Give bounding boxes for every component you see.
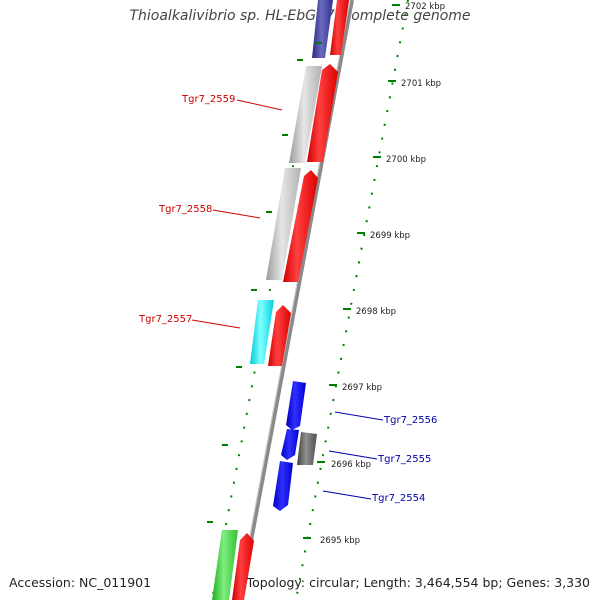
tick-label: 2699 kbp (370, 231, 410, 241)
label-leader (191, 319, 241, 329)
tick-label: 2696 kbp (331, 460, 371, 470)
label-leader (212, 209, 261, 219)
gene-block-green-bottom (212, 530, 238, 600)
forward-gene-top (330, 0, 349, 55)
reverse-gene-2555-dark (297, 432, 317, 465)
tick-label: 2697 kbp (342, 383, 382, 393)
gene-label-2554[interactable]: Tgr7_2554 (371, 493, 425, 504)
label-leader (322, 490, 372, 500)
tick-label: 2702 kbp (405, 2, 445, 12)
forward-gene-2559 (307, 64, 338, 162)
gene-label-2557[interactable]: Tgr7_2557 (138, 314, 192, 325)
reverse-gene-2555 (281, 429, 299, 460)
label-leader (334, 411, 384, 421)
accession-text: Accession: NC_011901 (9, 575, 152, 590)
forward-gene-bottom (232, 533, 254, 600)
gene-label-2559[interactable]: Tgr7_2559 (181, 94, 235, 105)
forward-gene-2558 (283, 170, 318, 282)
gene-label-2558[interactable]: Tgr7_2558 (158, 204, 212, 215)
tick-label: 2698 kbp (356, 307, 396, 317)
reverse-gene-2556 (286, 381, 306, 430)
label-leader (328, 450, 378, 460)
gene-block-2559 (289, 66, 322, 163)
scale-ticks: 2702 kbp 2701 kbp 2700 kbp 2699 kbp 2698… (207, 2, 445, 546)
label-leader (236, 99, 283, 111)
tick-label: 2695 kbp (320, 536, 360, 546)
forward-gene-2557 (268, 305, 291, 366)
genome-backbone (238, 0, 354, 600)
reverse-gene-2554 (273, 461, 293, 511)
gene-block-2558 (266, 168, 301, 280)
page-title: Thioalkalivibrio sp. HL-EbGR7, complete … (129, 8, 471, 24)
gene-block-navy-top (312, 0, 333, 58)
gene-block-2557 (250, 300, 274, 364)
gene-label-2555[interactable]: Tgr7_2555 (377, 454, 431, 465)
genome-summary-text: Topology: circular; Length: 3,464,554 bp… (246, 575, 590, 590)
gene-labels: Tgr7_2559 Tgr7_2558 Tgr7_2557 Tgr7_2556 … (138, 94, 437, 504)
tick-label: 2700 kbp (386, 155, 426, 165)
tick-label: 2701 kbp (401, 79, 441, 89)
gene-label-2556[interactable]: Tgr7_2556 (383, 415, 437, 426)
